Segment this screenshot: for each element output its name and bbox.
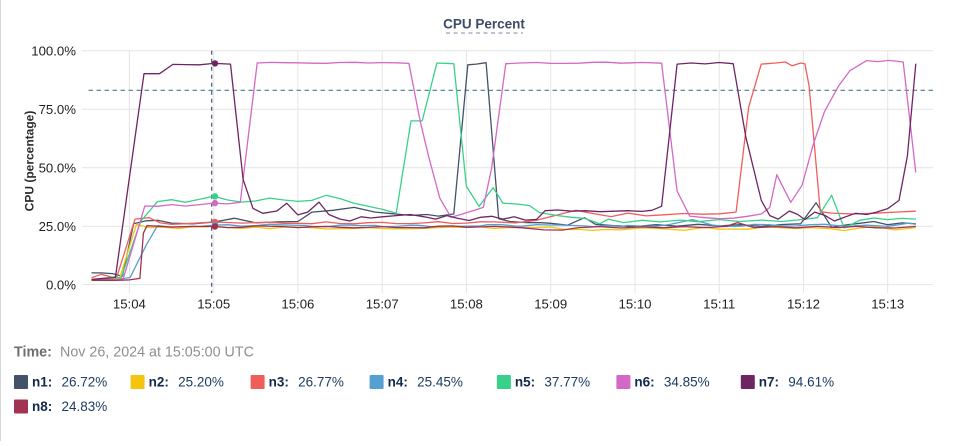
- svg-text:15:07: 15:07: [366, 297, 399, 312]
- svg-text:15:08: 15:08: [450, 297, 483, 312]
- svg-text:Nov 26, 2024 at 15:05:00 UTC: Nov 26, 2024 at 15:05:00 UTC: [60, 345, 254, 361]
- svg-text:15:04: 15:04: [113, 297, 146, 312]
- svg-text:0.0%: 0.0%: [46, 277, 76, 292]
- svg-text:15:13: 15:13: [871, 297, 904, 312]
- svg-text:15:06: 15:06: [281, 297, 314, 312]
- svg-text:n3:: n3:: [269, 375, 289, 390]
- svg-text:26.72%: 26.72%: [62, 375, 108, 390]
- svg-text:n4:: n4:: [388, 375, 408, 390]
- svg-text:34.85%: 34.85%: [664, 375, 710, 390]
- svg-text:n1:: n1:: [32, 375, 52, 390]
- svg-text:15:09: 15:09: [534, 297, 567, 312]
- svg-text:24.83%: 24.83%: [62, 399, 108, 414]
- svg-text:n8:: n8:: [32, 399, 52, 414]
- svg-text:94.61%: 94.61%: [788, 375, 834, 390]
- svg-text:25.20%: 25.20%: [178, 375, 224, 390]
- svg-text:26.77%: 26.77%: [298, 375, 344, 390]
- svg-text:n6:: n6:: [634, 375, 654, 390]
- svg-text:n7:: n7:: [759, 375, 779, 390]
- svg-text:100.0%: 100.0%: [31, 44, 76, 59]
- svg-text:CPU (percentage): CPU (percentage): [23, 111, 37, 212]
- svg-text:n5:: n5:: [515, 375, 535, 390]
- svg-text:15:12: 15:12: [787, 297, 820, 312]
- svg-text:CPU Percent: CPU Percent: [443, 17, 525, 32]
- svg-text:25.0%: 25.0%: [39, 219, 77, 234]
- svg-text:37.77%: 37.77%: [544, 375, 590, 390]
- svg-text:15:05: 15:05: [197, 297, 230, 312]
- svg-text:n2:: n2:: [149, 375, 169, 390]
- svg-text:25.45%: 25.45%: [417, 375, 463, 390]
- svg-text:Time:: Time:: [14, 345, 52, 361]
- svg-text:75.0%: 75.0%: [39, 102, 77, 117]
- svg-text:50.0%: 50.0%: [39, 160, 77, 175]
- svg-text:15:10: 15:10: [618, 297, 651, 312]
- svg-text:15:11: 15:11: [703, 297, 735, 312]
